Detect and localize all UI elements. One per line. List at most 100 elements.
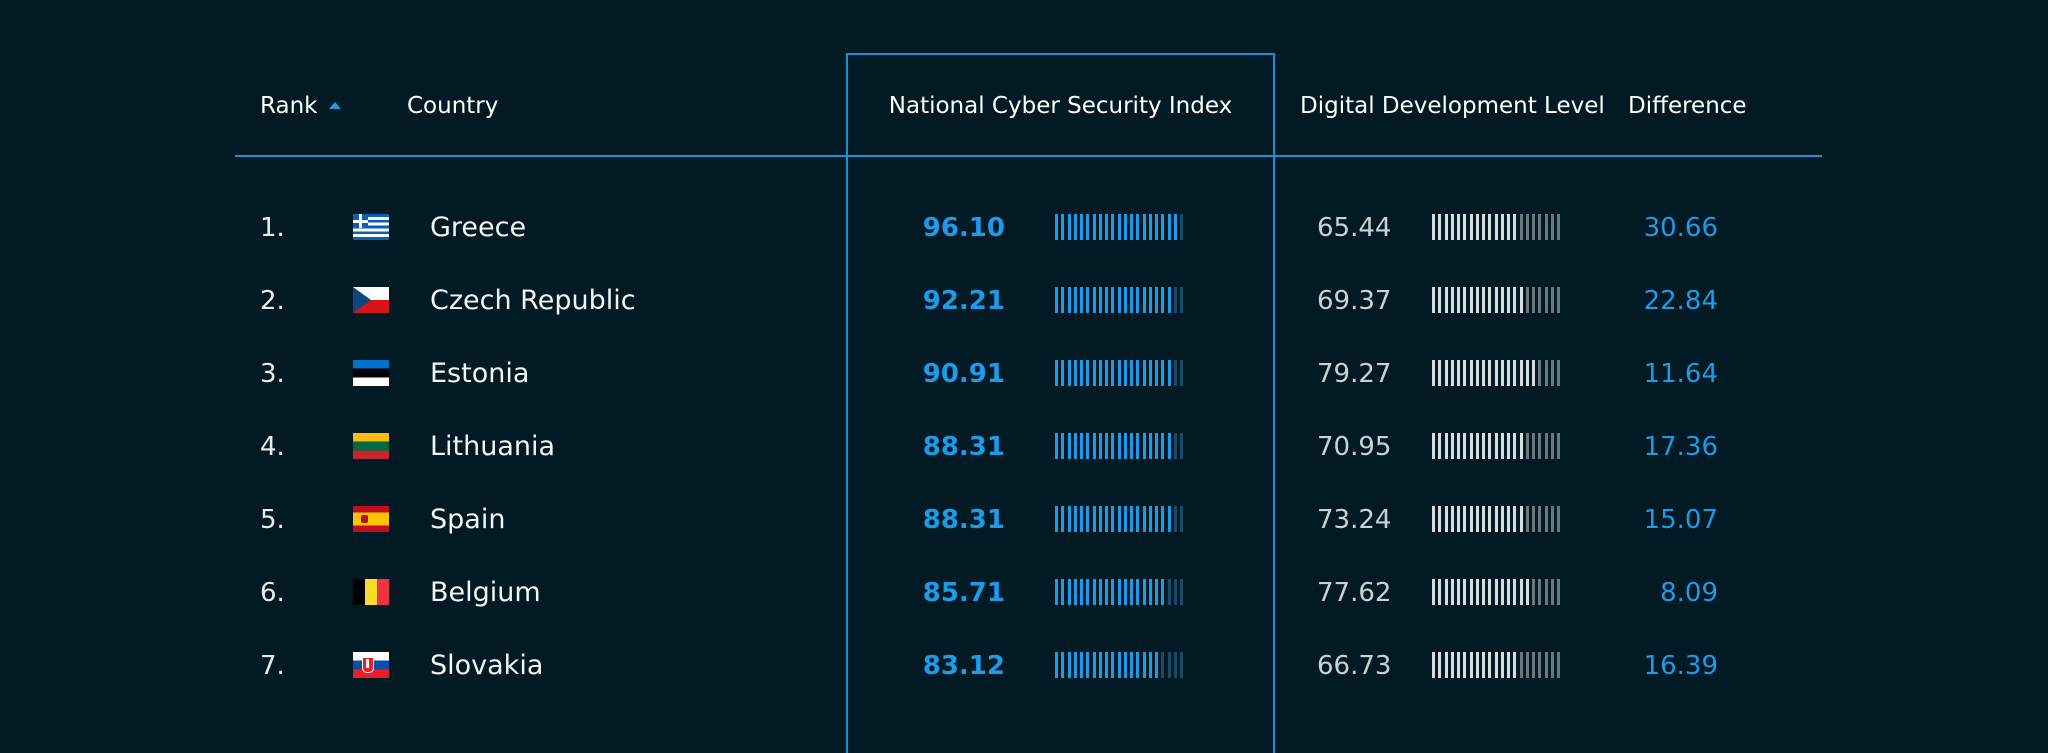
table-row[interactable]: 1. Greece 96.10 65.44 30.66 — [235, 192, 1822, 264]
ddl-bar-tick — [1544, 579, 1548, 605]
ncsi-bar-tick — [1155, 433, 1158, 459]
rank-cell: 2. — [260, 286, 285, 316]
ncsi-bar-tick — [1073, 287, 1077, 313]
ddl-bar-tick — [1538, 214, 1542, 240]
column-header-rank[interactable]: Rank — [260, 90, 342, 122]
ddl-bar-tick — [1513, 579, 1517, 605]
ddl-bar-tick — [1532, 433, 1535, 459]
ncsi-bar-tick — [1130, 360, 1133, 386]
ncsi-bar-tick — [1180, 652, 1183, 678]
ncsi-bar-tick — [1180, 506, 1183, 532]
ncsi-bar-tick — [1123, 506, 1127, 532]
ncsi-bar-tick — [1155, 652, 1158, 678]
ddl-bar-tick — [1488, 360, 1492, 386]
ddl-bar-tick — [1475, 506, 1479, 532]
ncsi-value: 90.91 — [922, 359, 1005, 389]
ncsi-bar-tick — [1167, 506, 1171, 532]
ddl-bar-tick — [1544, 214, 1548, 240]
country-name: Spain — [430, 504, 506, 535]
ddl-bar-tick — [1450, 506, 1454, 532]
ddl-bar-tick — [1438, 652, 1442, 678]
ddl-bar-tick — [1432, 214, 1435, 240]
ddl-bar-tick — [1519, 360, 1523, 386]
ncsi-bar-tick — [1161, 360, 1165, 386]
ncsi-bar-tick — [1067, 579, 1071, 605]
ncsi-bar-tick — [1105, 360, 1108, 386]
ncsi-bar-tick — [1086, 360, 1090, 386]
ddl-bar-tick — [1457, 214, 1460, 240]
ncsi-bar-tick — [1142, 287, 1146, 313]
ncsi-bar-tick — [1148, 360, 1152, 386]
ncsi-bar-tick — [1086, 652, 1090, 678]
table-row[interactable]: 5. Spain 88.31 73.24 15.07 — [235, 484, 1822, 556]
ddl-bar-tick — [1488, 214, 1492, 240]
ddl-bar-tick — [1457, 506, 1460, 532]
ddl-bar-tick — [1538, 433, 1542, 459]
ddl-bar-tick — [1444, 506, 1448, 532]
ddl-bar-tick — [1513, 287, 1517, 313]
ddl-bar-tick — [1488, 506, 1492, 532]
ddl-bar-tick — [1538, 360, 1542, 386]
ncsi-bar-tick — [1061, 214, 1065, 240]
table-row[interactable]: 6. Belgium 85.71 77.62 8.09 — [235, 557, 1822, 629]
ncsi-bar-tick — [1073, 214, 1077, 240]
ncsi-bar-tick — [1167, 287, 1171, 313]
sort-ascending-icon[interactable] — [329, 102, 342, 109]
ddl-bar-tick — [1432, 579, 1435, 605]
ncsi-bar-tick — [1155, 214, 1158, 240]
ncsi-bar-tick — [1098, 506, 1102, 532]
ncsi-value: 96.10 — [922, 213, 1005, 243]
ncsi-bar-tick — [1092, 433, 1096, 459]
table-row[interactable]: 4. Lithuania 88.31 70.95 17.36 — [235, 411, 1822, 483]
ddl-bar-tick — [1557, 287, 1560, 313]
ddl-value: 73.24 — [1317, 505, 1392, 535]
ncsi-bar-tick — [1055, 287, 1058, 313]
ddl-bar-tick — [1538, 287, 1542, 313]
ddl-bar-tick — [1482, 360, 1485, 386]
ncsi-value: 88.31 — [922, 432, 1005, 462]
column-header-ncsi[interactable]: National Cyber Security Index — [888, 93, 1233, 119]
ddl-bar-tick — [1500, 506, 1504, 532]
table-row[interactable]: 7. Slovakia 83.12 66.73 16.39 — [235, 630, 1822, 702]
ncsi-bar-tick — [1086, 214, 1090, 240]
column-header-difference[interactable]: Difference — [1628, 93, 1747, 119]
ddl-bar-tick — [1544, 506, 1548, 532]
ddl-bar-tick — [1532, 579, 1535, 605]
ddl-bar-tick — [1525, 360, 1529, 386]
ddl-bar-tick — [1438, 360, 1442, 386]
ddl-bar-tick — [1494, 360, 1498, 386]
ddl-bar-tick — [1550, 287, 1554, 313]
ncsi-bar-tick — [1180, 360, 1183, 386]
ddl-bar-tick — [1557, 579, 1560, 605]
ncsi-bar-tick — [1173, 506, 1177, 532]
column-header-ddl[interactable]: Digital Development Level — [1300, 93, 1605, 119]
ddl-bar-tick — [1432, 360, 1435, 386]
ncsi-bar-tick — [1136, 360, 1140, 386]
ddl-bar-tick — [1444, 287, 1448, 313]
ncsi-bar-tick — [1061, 579, 1065, 605]
table-row[interactable]: 2. Czech Republic 92.21 69.37 22.84 — [235, 265, 1822, 337]
ncsi-bar-tick — [1080, 652, 1083, 678]
ddl-bar-tick — [1482, 652, 1485, 678]
ncsi-bar-tick — [1142, 360, 1146, 386]
ncsi-bar-tick — [1130, 287, 1133, 313]
table-row[interactable]: 3. Estonia 90.91 79.27 11.64 — [235, 338, 1822, 410]
ddl-bar-tick — [1463, 287, 1467, 313]
ddl-bar-tick — [1519, 506, 1523, 532]
ncsi-bar-tick — [1173, 360, 1177, 386]
ncsi-bar-tick — [1061, 433, 1065, 459]
ncsi-bar-tick — [1067, 506, 1071, 532]
ncsi-bar — [1055, 287, 1187, 313]
ncsi-bar-tick — [1105, 506, 1108, 532]
ncsi-bar-tick — [1111, 287, 1115, 313]
ddl-bar-tick — [1444, 652, 1448, 678]
ddl-bar-tick — [1550, 433, 1554, 459]
ddl-value: 69.37 — [1317, 286, 1392, 316]
column-header-country[interactable]: Country — [407, 93, 499, 119]
ddl-bar-tick — [1463, 360, 1467, 386]
ncsi-bar-tick — [1092, 579, 1096, 605]
ncsi-bar-tick — [1117, 652, 1121, 678]
ncsi-bar-tick — [1123, 652, 1127, 678]
ncsi-bar-tick — [1123, 433, 1127, 459]
ddl-bar-tick — [1544, 360, 1548, 386]
